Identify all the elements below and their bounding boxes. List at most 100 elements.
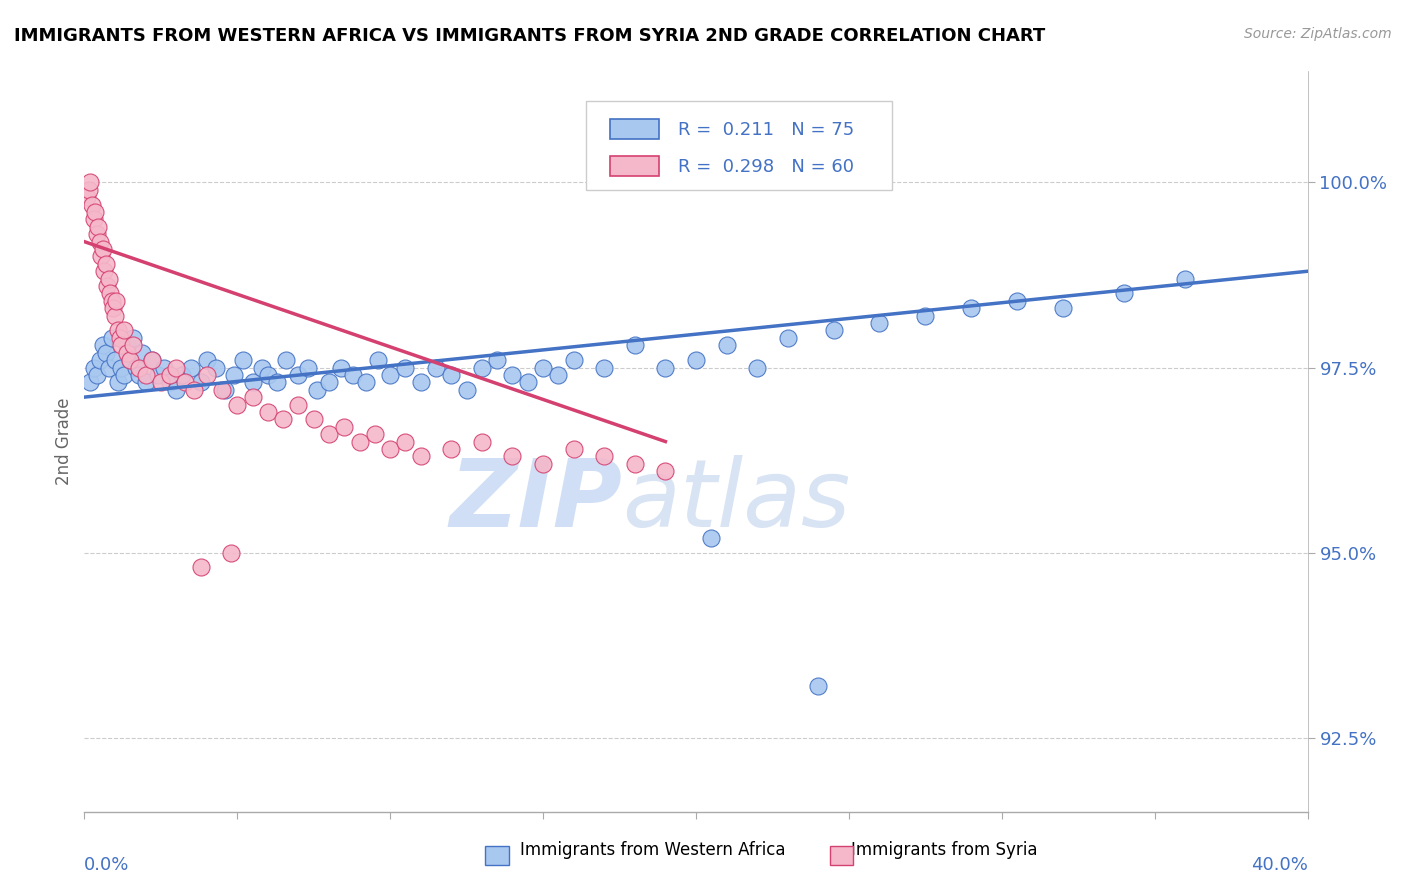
Text: 40.0%: 40.0% xyxy=(1251,856,1308,874)
Point xyxy=(562,442,585,456)
Point xyxy=(354,376,377,390)
Point xyxy=(135,368,157,382)
Point xyxy=(486,353,509,368)
Text: ZIP: ZIP xyxy=(450,455,623,547)
Point xyxy=(108,331,131,345)
Point xyxy=(107,324,129,338)
Point xyxy=(149,376,172,390)
Point xyxy=(195,368,218,382)
Point xyxy=(80,197,103,211)
Point xyxy=(83,212,105,227)
Point xyxy=(77,183,100,197)
Point xyxy=(120,353,142,368)
Point xyxy=(380,368,402,382)
Point xyxy=(1052,301,1074,316)
Point xyxy=(86,368,108,382)
Point xyxy=(266,376,288,390)
Point xyxy=(776,331,799,345)
Point xyxy=(960,301,983,316)
Point xyxy=(87,219,110,234)
Text: Immigrants from Syria: Immigrants from Syria xyxy=(851,840,1038,858)
Point xyxy=(115,338,138,352)
Point xyxy=(502,450,524,464)
Point xyxy=(125,360,148,375)
Point xyxy=(440,368,463,382)
Point xyxy=(98,286,121,301)
Point xyxy=(1174,271,1197,285)
Point xyxy=(654,464,676,478)
Point xyxy=(232,353,254,368)
Point xyxy=(367,353,389,368)
Point xyxy=(183,383,205,397)
Point xyxy=(747,360,769,375)
Point xyxy=(112,324,135,338)
Point xyxy=(112,368,135,382)
Point xyxy=(380,442,402,456)
Point xyxy=(257,405,280,419)
Point xyxy=(101,293,124,308)
Point xyxy=(562,353,585,368)
Point xyxy=(394,434,416,449)
Point xyxy=(456,383,478,397)
Point xyxy=(349,434,371,449)
Point xyxy=(624,338,647,352)
Text: IMMIGRANTS FROM WESTERN AFRICA VS IMMIGRANTS FROM SYRIA 2ND GRADE CORRELATION CH: IMMIGRANTS FROM WESTERN AFRICA VS IMMIGR… xyxy=(14,27,1045,45)
FancyBboxPatch shape xyxy=(610,156,659,177)
Point xyxy=(287,398,309,412)
Point xyxy=(190,376,212,390)
Text: Immigrants from Western Africa: Immigrants from Western Africa xyxy=(520,840,786,858)
Point xyxy=(219,546,242,560)
Text: atlas: atlas xyxy=(623,455,851,546)
Point xyxy=(190,560,212,574)
Point xyxy=(1114,286,1136,301)
Point xyxy=(79,176,101,190)
Point xyxy=(153,360,176,375)
Point xyxy=(93,264,115,278)
Point xyxy=(394,360,416,375)
Point xyxy=(94,345,117,359)
Point xyxy=(91,242,114,256)
Point xyxy=(242,390,264,404)
Point xyxy=(471,360,494,375)
Point xyxy=(90,250,112,264)
Point xyxy=(128,368,150,382)
Point xyxy=(318,427,340,442)
Point xyxy=(318,376,340,390)
Point xyxy=(250,360,273,375)
Y-axis label: 2nd Grade: 2nd Grade xyxy=(55,398,73,485)
Point xyxy=(83,360,105,375)
Point xyxy=(516,376,538,390)
Point xyxy=(97,360,120,375)
Point xyxy=(287,368,309,382)
Text: 0.0%: 0.0% xyxy=(84,856,129,874)
FancyBboxPatch shape xyxy=(610,119,659,139)
Point xyxy=(86,227,108,242)
Point xyxy=(115,345,138,359)
Point xyxy=(195,353,218,368)
Point xyxy=(271,412,294,426)
Point xyxy=(302,412,325,426)
Point xyxy=(305,383,328,397)
Point xyxy=(471,434,494,449)
Point xyxy=(105,293,128,308)
Point xyxy=(502,368,524,382)
Point xyxy=(104,353,127,368)
Point xyxy=(76,190,98,204)
Point xyxy=(1005,293,1028,308)
Point xyxy=(297,360,319,375)
Point xyxy=(364,427,387,442)
Point xyxy=(122,338,145,352)
Point xyxy=(128,360,150,375)
Text: Source: ZipAtlas.com: Source: ZipAtlas.com xyxy=(1244,27,1392,41)
Point xyxy=(159,368,181,382)
Point xyxy=(654,360,676,375)
Point xyxy=(159,376,181,390)
Point xyxy=(242,376,264,390)
Point xyxy=(716,338,738,352)
Point xyxy=(409,376,432,390)
Point xyxy=(593,450,616,464)
Point xyxy=(141,353,163,368)
Point xyxy=(823,324,845,338)
Point xyxy=(531,360,554,375)
Point xyxy=(131,345,153,359)
